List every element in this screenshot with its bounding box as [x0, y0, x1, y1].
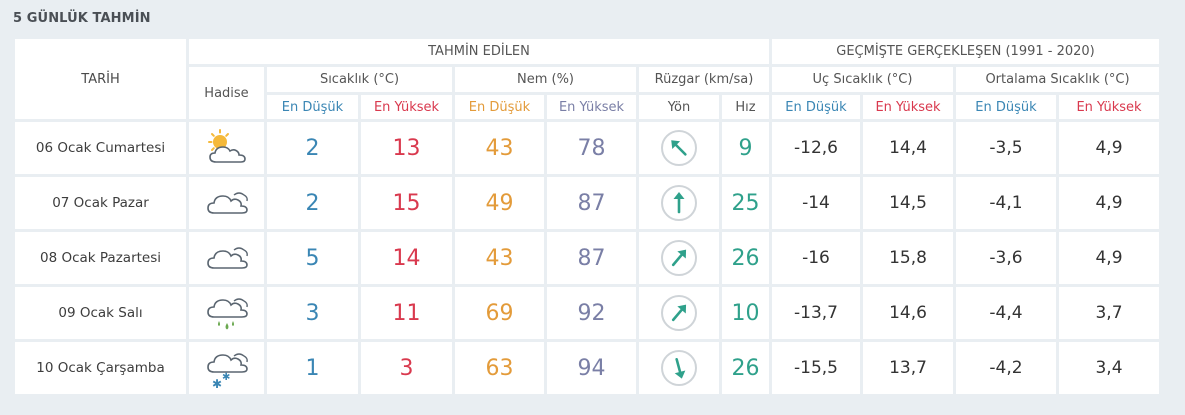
temp-min: 1: [267, 342, 358, 394]
humidity-max: 78: [547, 122, 636, 174]
subheader-uc-high: En Yüksek: [863, 95, 953, 119]
extreme-min: -15,5: [772, 342, 860, 394]
humidity-min: 63: [455, 342, 544, 394]
wind-direction-icon: [639, 232, 719, 284]
average-max: 4,9: [1059, 122, 1159, 174]
wind-direction-icon: [639, 287, 719, 339]
wind-direction-icon: [639, 342, 719, 394]
wind-speed: 10: [722, 287, 769, 339]
header-hadise: Hadise: [189, 67, 264, 119]
wind-speed: 26: [722, 232, 769, 284]
subheader-hum-high: En Yüksek: [547, 95, 636, 119]
humidity-min: 49: [455, 177, 544, 229]
wind-speed: 26: [722, 342, 769, 394]
wind-direction-icon: [639, 122, 719, 174]
svg-text:✱: ✱: [222, 372, 230, 383]
date-cell: 06 Ocak Cumartesi: [15, 122, 186, 174]
temp-max: 11: [361, 287, 452, 339]
wind-direction-icon: [639, 177, 719, 229]
temp-max: 13: [361, 122, 452, 174]
average-min: -3,5: [956, 122, 1056, 174]
table-row: 08 Ocak Pazartesi 5 14 43 87 26 -16 15,8…: [15, 232, 1159, 284]
subheader-temp-low: En Düşük: [267, 95, 358, 119]
extreme-max: 15,8: [863, 232, 953, 284]
table-row: 07 Ocak Pazar 2 15 49 87 25 -14 14,5 -4,…: [15, 177, 1159, 229]
humidity-max: 92: [547, 287, 636, 339]
average-max: 4,9: [1059, 232, 1159, 284]
cloudy-icon: [189, 177, 264, 229]
subheader-hum-low: En Düşük: [455, 95, 544, 119]
header-ruzgar: Rüzgar (km/sa): [639, 67, 769, 92]
forecast-table: TARİH TAHMİN EDİLEN GEÇMİŞTE GERÇEKLEŞEN…: [12, 36, 1162, 397]
temp-min: 2: [267, 177, 358, 229]
subheader-yon: Yön: [639, 95, 719, 119]
date-cell: 09 Ocak Salı: [15, 287, 186, 339]
extreme-min: -12,6: [772, 122, 860, 174]
table-row: 09 Ocak Salı 3 11 69 92 10 -13,7 14,6 -4…: [15, 287, 1159, 339]
table-row: 10 Ocak Çarşamba ✱ ✱ 1 3 63 94 26 -15,5 1…: [15, 342, 1159, 394]
extreme-max: 14,6: [863, 287, 953, 339]
subheader-ort-low: En Düşük: [956, 95, 1056, 119]
extreme-min: -14: [772, 177, 860, 229]
average-max: 3,7: [1059, 287, 1159, 339]
humidity-max: 94: [547, 342, 636, 394]
average-min: -4,4: [956, 287, 1056, 339]
humidity-max: 87: [547, 177, 636, 229]
date-cell: 10 Ocak Çarşamba: [15, 342, 186, 394]
average-max: 3,4: [1059, 342, 1159, 394]
subheader-temp-high: En Yüksek: [361, 95, 452, 119]
subheader-uc-low: En Düşük: [772, 95, 860, 119]
temp-max: 3: [361, 342, 452, 394]
table-row: 06 Ocak Cumartesi 2 13 43 78 9 -12,6 14,…: [15, 122, 1159, 174]
humidity-min: 43: [455, 232, 544, 284]
extreme-max: 14,5: [863, 177, 953, 229]
subheader-ort-high: En Yüksek: [1059, 95, 1159, 119]
wind-speed: 25: [722, 177, 769, 229]
average-min: -4,1: [956, 177, 1056, 229]
wind-speed: 9: [722, 122, 769, 174]
date-cell: 07 Ocak Pazar: [15, 177, 186, 229]
subheader-hiz: Hız: [722, 95, 769, 119]
temp-min: 5: [267, 232, 358, 284]
humidity-min: 69: [455, 287, 544, 339]
header-sicaklik: Sıcaklık (°C): [267, 67, 452, 92]
snow-cloud-icon: ✱ ✱: [189, 342, 264, 394]
extreme-max: 14,4: [863, 122, 953, 174]
extreme-max: 13,7: [863, 342, 953, 394]
header-history: GEÇMİŞTE GERÇEKLEŞEN (1991 - 2020): [772, 39, 1159, 64]
header-ort-sicaklik: Ortalama Sıcaklık (°C): [956, 67, 1159, 92]
cloudy-icon: [189, 232, 264, 284]
partly-cloudy-icon: [189, 122, 264, 174]
temp-max: 15: [361, 177, 452, 229]
rain-cloud-icon: [189, 287, 264, 339]
svg-text:✱: ✱: [212, 377, 222, 390]
date-cell: 08 Ocak Pazartesi: [15, 232, 186, 284]
page-title: 5 GÜNLÜK TAHMİN: [13, 11, 151, 26]
header-uc-sicaklik: Uç Sıcaklık (°C): [772, 67, 953, 92]
humidity-min: 43: [455, 122, 544, 174]
header-tarih: TARİH: [15, 39, 186, 119]
header-nem: Nem (%): [455, 67, 636, 92]
extreme-min: -13,7: [772, 287, 860, 339]
temp-min: 3: [267, 287, 358, 339]
header-forecast: TAHMİN EDİLEN: [189, 39, 769, 64]
temp-min: 2: [267, 122, 358, 174]
average-min: -3,6: [956, 232, 1056, 284]
humidity-max: 87: [547, 232, 636, 284]
average-max: 4,9: [1059, 177, 1159, 229]
average-min: -4,2: [956, 342, 1056, 394]
extreme-min: -16: [772, 232, 860, 284]
temp-max: 14: [361, 232, 452, 284]
